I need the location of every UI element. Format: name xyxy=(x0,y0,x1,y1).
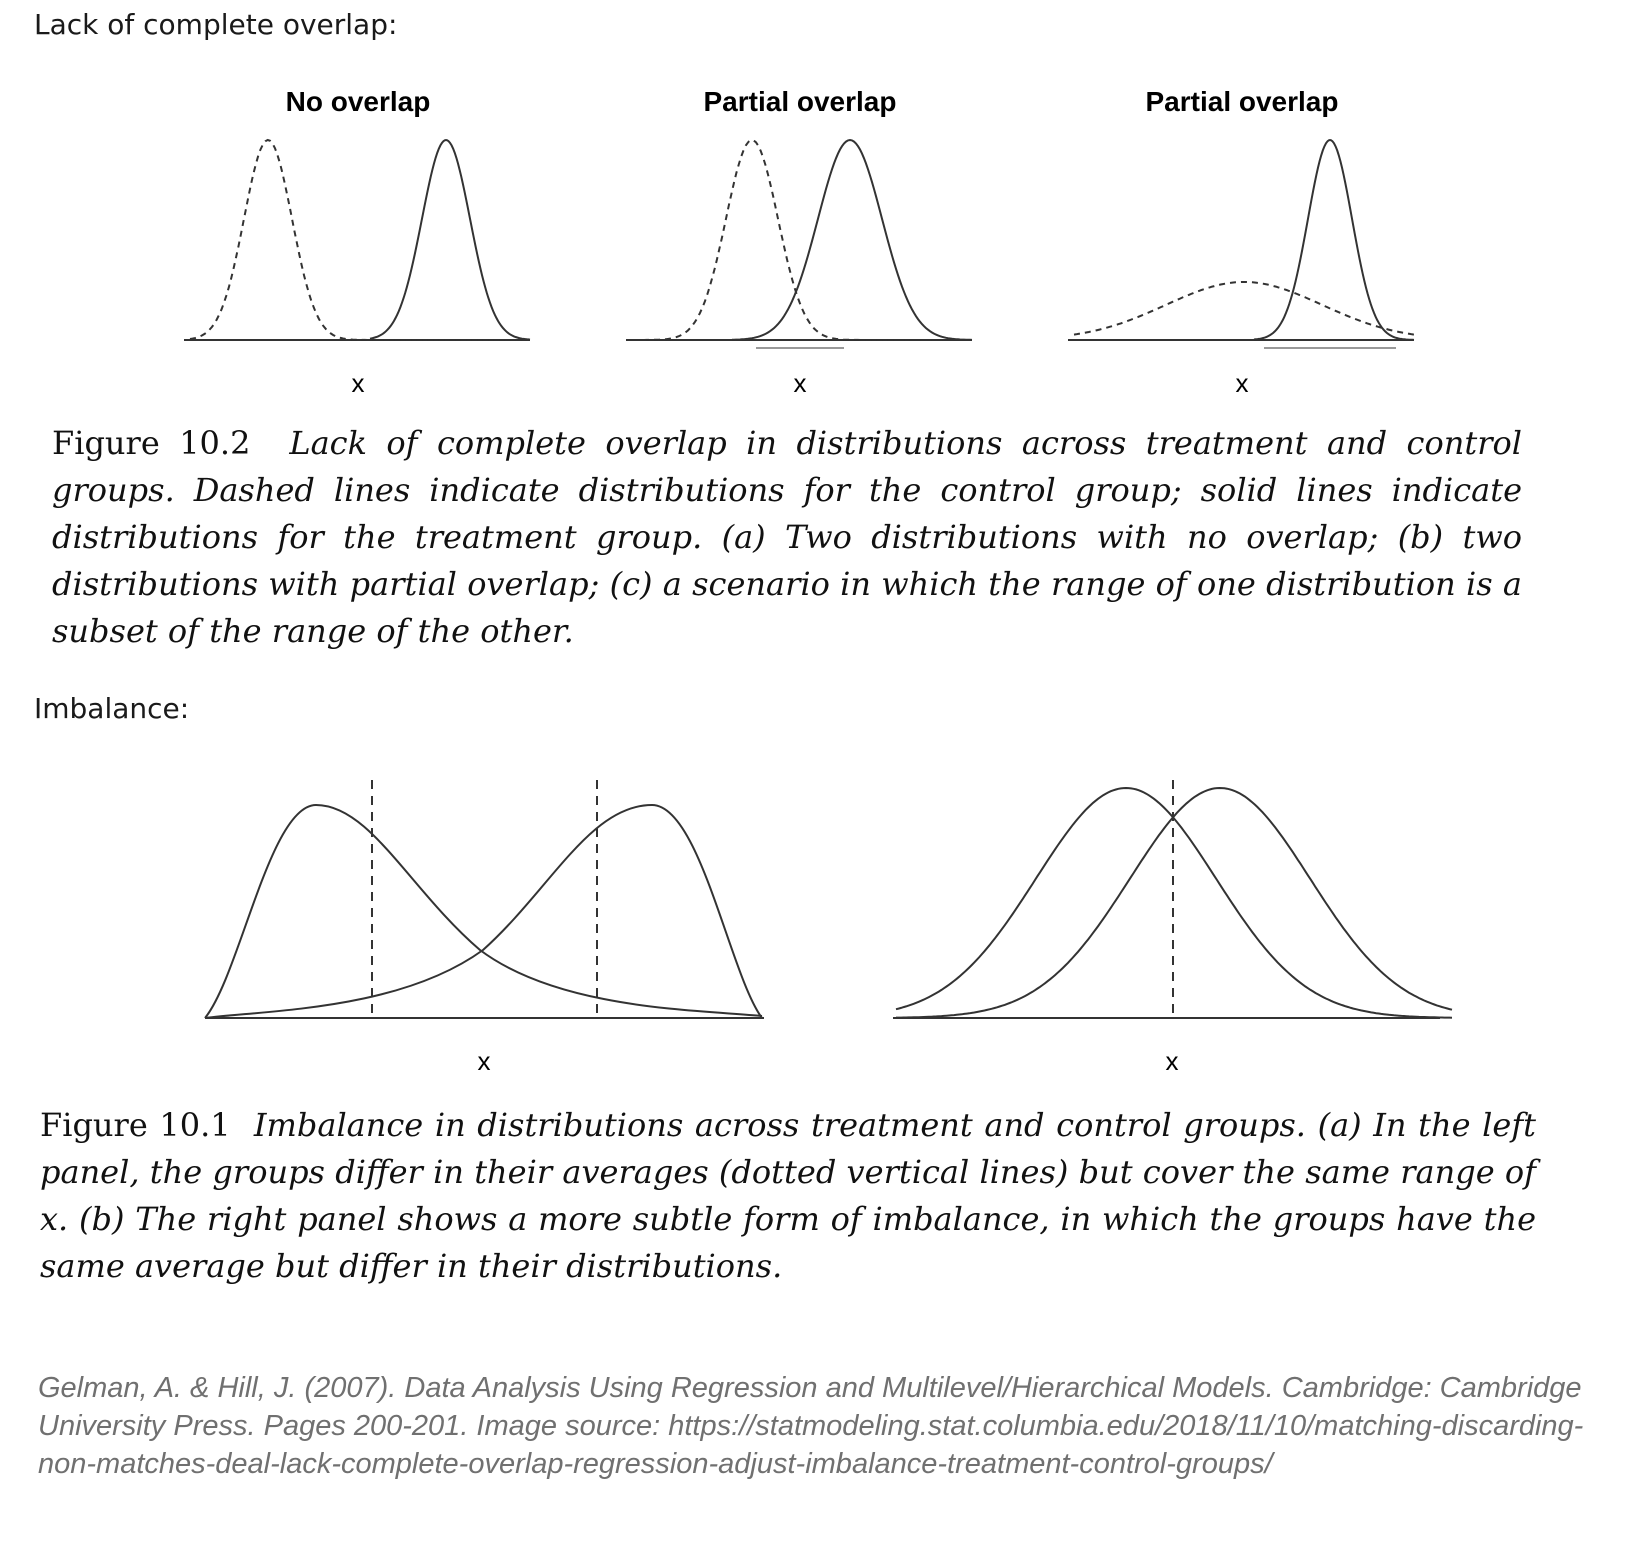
group-b-curve xyxy=(204,803,763,1019)
control-curve xyxy=(1073,281,1415,336)
figure-caption-10-2: Figure 10.2 Lack of complete overlap in … xyxy=(52,420,1522,655)
plot-imbalance-shapes xyxy=(893,780,1453,1019)
x-axis-label-imbalance-b: x xyxy=(1165,1046,1179,1076)
x-axis-label-b: x xyxy=(793,368,807,398)
figure-number: Figure 10.1 xyxy=(40,1106,231,1144)
panel-title-no-overlap: No overlap xyxy=(285,86,431,117)
plot-no-overlap xyxy=(184,138,531,341)
group-a-curve xyxy=(895,786,1453,1019)
section-heading-overlap: Lack of complete overlap: xyxy=(34,8,398,41)
x-axis-label-a: x xyxy=(351,368,365,398)
figure-number: Figure 10.2 xyxy=(52,424,251,462)
panel-title-partial-overlap-b: Partial overlap xyxy=(703,86,897,117)
plot-partial-overlap-b xyxy=(626,138,973,349)
group-b-curve xyxy=(896,786,1453,1019)
figure-caption-10-1: Figure 10.1 Imbalance in distributions a… xyxy=(40,1102,1536,1290)
x-axis-label-imbalance-a: x xyxy=(477,1046,491,1076)
x-axis-label-c: x xyxy=(1235,368,1249,398)
control-curve xyxy=(189,138,530,341)
section-heading-imbalance: Imbalance: xyxy=(34,692,190,725)
figure-caption-text: Imbalance in distributions across treatm… xyxy=(40,1106,1537,1285)
group-a-curve xyxy=(204,803,763,1019)
figure-caption-text: Lack of complete overlap in distribution… xyxy=(52,424,1523,650)
treatment-curve xyxy=(731,138,973,341)
panel-title-partial-overlap-c: Partial overlap xyxy=(1145,86,1339,117)
plot-imbalance-means xyxy=(204,780,764,1019)
plot-partial-overlap-c xyxy=(1068,139,1415,349)
control-curve xyxy=(632,139,972,341)
treatment-curve xyxy=(1253,139,1415,341)
treatment-curve xyxy=(369,139,531,341)
citation-text: Gelman, A. & Hill, J. (2007). Data Analy… xyxy=(38,1372,1584,1480)
